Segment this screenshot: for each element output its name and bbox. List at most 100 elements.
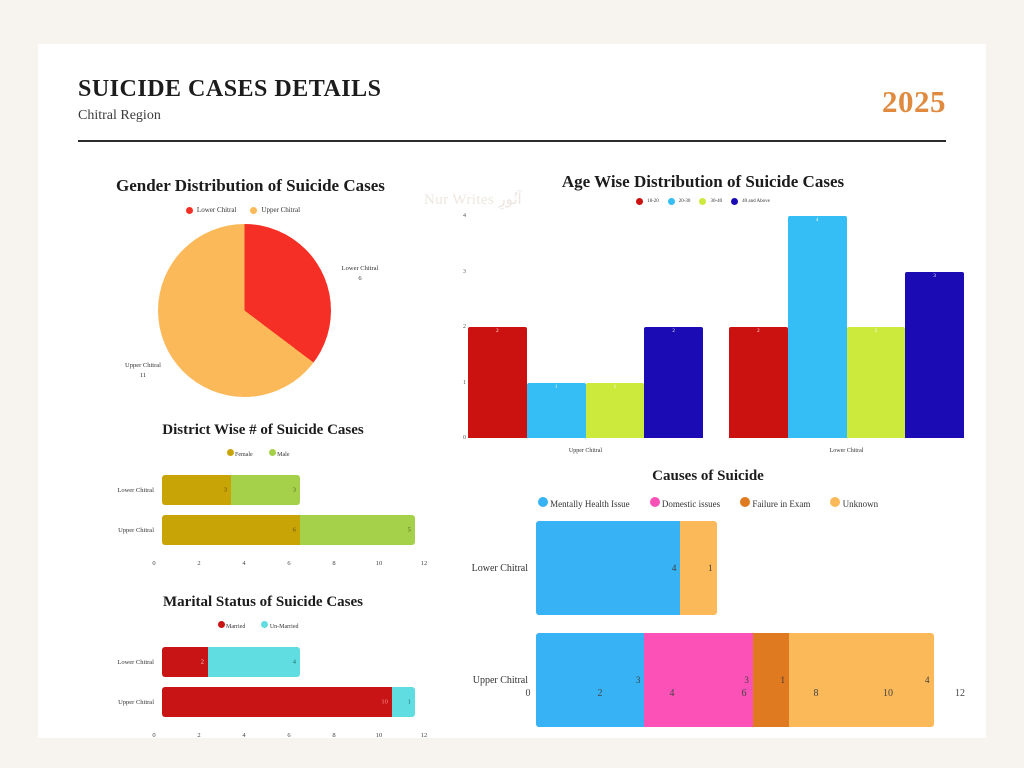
pie-slice-value: 11 xyxy=(139,371,147,379)
stacked-bar[interactable]: 4 1 xyxy=(536,521,717,615)
legend-label: Upper Chitral xyxy=(261,206,301,214)
legend-label: Married xyxy=(226,624,246,630)
legend-label: Lower Chitral xyxy=(196,206,237,214)
bar-segment-male[interactable]: 3 xyxy=(231,475,300,505)
chart-legend: Mentally Health Issue Domestic issues Fa… xyxy=(446,497,970,509)
bar-track: 4 1 xyxy=(536,521,970,615)
bar[interactable]: 4 xyxy=(787,216,847,438)
chart-age-distribution: Age Wise Distribution of Suicide Cases 1… xyxy=(438,172,968,464)
pie-slice-name: Lower Chitral xyxy=(341,265,379,272)
x-axis: 0 2 4 6 8 10 12 xyxy=(152,560,427,572)
row-label: Upper Chitral xyxy=(472,674,528,686)
chart-district-wise: District Wise # of Suicide Cases Female … xyxy=(78,422,438,587)
segment-value: 10 xyxy=(381,698,388,706)
bar-segment-unmarried[interactable]: 4 xyxy=(208,647,300,677)
legend-label: Un-Married xyxy=(269,624,299,630)
bar-rows: Lower Chitral 2 4 Upper Chitral 10 xyxy=(78,642,438,722)
bar-segment-unknown[interactable]: 1 xyxy=(680,521,717,615)
legend-item: Upper Chitral xyxy=(250,206,300,214)
x-tick: 2 xyxy=(197,732,201,739)
legend-item: Unknown xyxy=(830,497,878,509)
bar-value: 2 xyxy=(672,329,675,334)
x-axis: 0 2 4 6 8 10 12 xyxy=(152,732,427,744)
legend-label: Failure in Exam xyxy=(752,499,811,509)
bar-segment-female[interactable]: 3 xyxy=(162,475,231,505)
stacked-bar[interactable]: 3 3 xyxy=(162,475,300,505)
stacked-bar[interactable]: 2 4 xyxy=(162,647,300,677)
bar-track: 10 1 xyxy=(162,687,438,717)
chart-marital-status: Marital Status of Suicide Cases Married … xyxy=(78,594,438,759)
chart-legend: Lower Chitral Upper Chitral xyxy=(78,206,408,214)
legend-item: 40 and Above xyxy=(731,198,770,205)
legend-item: Married xyxy=(217,621,246,630)
segment-value: 2 xyxy=(200,658,204,666)
bar-segment-unmarried[interactable]: 1 xyxy=(391,687,415,717)
bar[interactable]: 2 xyxy=(729,327,788,438)
chart-causes-of-suicide: Causes of Suicide Mentally Health Issue … xyxy=(446,468,970,760)
legend-swatch-icon xyxy=(830,497,841,507)
header-divider xyxy=(78,140,946,142)
segment-value: 6 xyxy=(292,526,296,534)
legend-label: 40 and Above xyxy=(742,199,770,204)
x-tick: 12 xyxy=(955,688,965,699)
bar-track: 3 3 1 4 xyxy=(536,633,970,727)
row-label: Upper Chitral xyxy=(118,526,154,534)
x-tick: 10 xyxy=(375,732,383,739)
bar[interactable]: 2 xyxy=(644,327,703,438)
bar-segment-married[interactable]: 10 xyxy=(162,687,392,717)
pie-slice-value: 6 xyxy=(358,274,362,282)
x-tick: 4 xyxy=(242,560,246,567)
segment-value: 4 xyxy=(292,658,296,666)
bar-value: 1 xyxy=(613,384,617,390)
bar-segment-female[interactable]: 6 xyxy=(162,515,300,545)
stacked-bar[interactable]: 10 1 xyxy=(162,687,415,717)
legend-item: Domestic issues xyxy=(649,497,721,509)
bar-row-upper-chitral: Upper Chitral 3 3 1 4 xyxy=(446,632,970,728)
pie-graphic xyxy=(158,224,331,397)
bar[interactable]: 2 xyxy=(846,327,906,438)
legend-swatch-icon xyxy=(268,449,276,456)
legend-label: Domestic issues xyxy=(661,499,721,509)
x-tick: 0 xyxy=(152,560,156,567)
row-label: Lower Chitral xyxy=(471,562,528,574)
y-tick: 2 xyxy=(463,324,466,330)
x-tick: 6 xyxy=(287,560,291,567)
legend-item: Lower Chitral xyxy=(185,206,237,214)
segment-value: 4 xyxy=(925,675,930,685)
legend-item: Male xyxy=(268,449,290,458)
x-tick: 6 xyxy=(287,732,291,739)
pie-slice-label-lower: Lower Chitral 6 xyxy=(323,264,397,284)
x-tick: 8 xyxy=(332,732,336,739)
bar[interactable]: 2 xyxy=(468,327,527,438)
row-label: Upper Chitral xyxy=(118,698,154,706)
bar-segment-mental-health[interactable]: 3 xyxy=(536,633,645,727)
bar-track: 6 5 xyxy=(162,515,438,545)
segment-value: 1 xyxy=(780,675,785,685)
legend-swatch-icon xyxy=(537,497,548,507)
bar-segment-married[interactable]: 2 xyxy=(162,647,208,677)
pie-slice-label-upper: Upper Chitral 11 xyxy=(106,361,180,381)
bar-segment-male[interactable]: 5 xyxy=(299,515,415,545)
bar-segment-domestic[interactable]: 3 xyxy=(644,633,753,727)
legend-swatch-icon xyxy=(185,206,193,214)
x-tick: 12 xyxy=(420,560,428,567)
bar[interactable]: 3 xyxy=(905,271,964,438)
chart-legend: Married Un-Married xyxy=(78,621,438,630)
x-tick: 8 xyxy=(813,688,819,699)
bar-segment-exam-failure[interactable]: 1 xyxy=(752,633,789,727)
bar-row-lower-chitral: Lower Chitral 4 1 xyxy=(446,520,970,616)
bar[interactable]: 1 xyxy=(585,382,645,438)
bar[interactable]: 1 xyxy=(526,382,586,438)
bar-segment-unknown[interactable]: 4 xyxy=(788,633,934,727)
row-label: Lower Chitral xyxy=(117,486,154,494)
bar-segment-mental-health[interactable]: 4 xyxy=(536,521,681,615)
stacked-bar[interactable]: 6 5 xyxy=(162,515,415,545)
segment-value: 3 xyxy=(223,486,227,494)
year-label: 2025 xyxy=(882,84,946,119)
legend-swatch-icon xyxy=(217,621,225,628)
chart-gender-distribution: Gender Distribution of Suicide Cases Low… xyxy=(78,176,438,421)
stacked-bar[interactable]: 3 3 1 4 xyxy=(536,633,934,727)
segment-value: 5 xyxy=(407,526,411,534)
bar-group-lower-chitral: 2 4 2 3 Lower Chitral xyxy=(729,216,964,454)
page-title: SUICIDE CASES DETAILS xyxy=(78,76,382,102)
